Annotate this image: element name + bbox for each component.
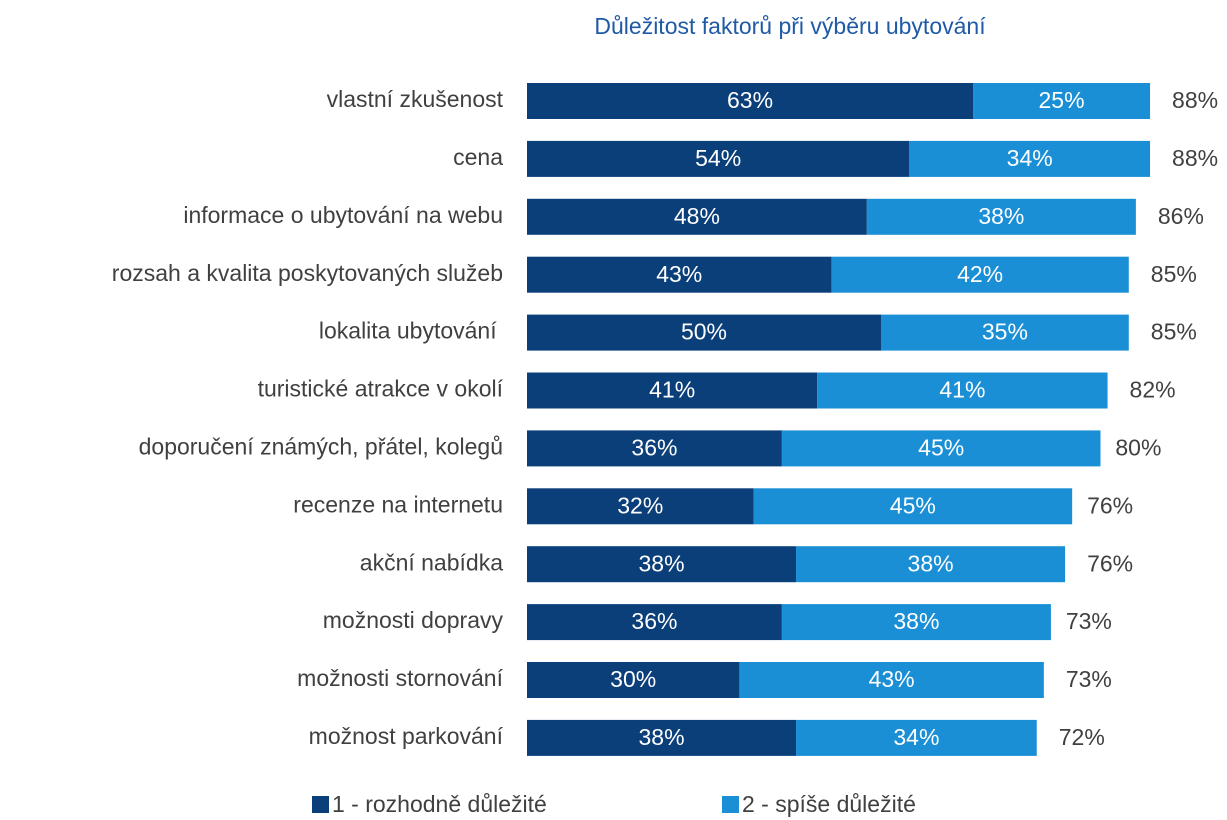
category-label: rozsah a kvalita poskytovaných služeb [112, 260, 503, 286]
legend-swatch [312, 796, 329, 813]
value-label: 41% [939, 377, 985, 403]
value-label: 32% [617, 492, 663, 518]
total-label: 82% [1130, 377, 1176, 403]
bar-segment [881, 314, 1129, 351]
bar-segment [909, 140, 1151, 177]
bar-segment [739, 662, 1044, 698]
bar-segment [527, 372, 818, 409]
value-label: 50% [681, 319, 727, 345]
category-label: možnost parkování [309, 723, 504, 749]
bar-segment [527, 488, 754, 525]
bar-segment [527, 662, 740, 698]
value-label: 45% [918, 434, 964, 460]
category-label: turistické atrakce v okolí [258, 376, 504, 402]
total-label: 73% [1066, 666, 1112, 692]
value-label: 25% [1039, 87, 1085, 113]
bar-segment [796, 719, 1037, 756]
category-label: vlastní zkušenost [327, 86, 504, 112]
value-label: 38% [908, 550, 954, 576]
value-label: 38% [638, 724, 684, 750]
bar-segment [781, 430, 1101, 467]
value-label: 34% [1007, 145, 1053, 171]
total-label: 76% [1087, 492, 1133, 518]
value-label: 45% [890, 492, 936, 518]
value-label: 43% [869, 666, 915, 692]
bar-segment [527, 198, 867, 235]
bar-segment [753, 488, 1073, 525]
category-label: lokalita ubytování [319, 318, 503, 344]
bar-segment [796, 546, 1066, 583]
bar-segment [831, 256, 1129, 293]
value-label: 38% [638, 550, 684, 576]
value-label: 38% [893, 608, 939, 634]
total-label: 85% [1151, 261, 1197, 287]
category-label: informace o ubytování na webu [183, 202, 503, 228]
category-label: možnosti stornování [297, 665, 503, 691]
value-label: 41% [649, 377, 695, 403]
total-label: 88% [1172, 145, 1218, 171]
total-label: 88% [1172, 87, 1218, 113]
bar-segment [817, 372, 1108, 409]
category-label: cena [453, 144, 503, 170]
total-label: 85% [1151, 319, 1197, 345]
value-label: 34% [893, 724, 939, 750]
bar-segment [527, 430, 782, 467]
value-label: 43% [656, 261, 702, 287]
value-label: 63% [727, 87, 773, 113]
legend-label: 1 - rozhodně důležité [332, 791, 547, 817]
bar-segment [781, 604, 1051, 641]
value-label: 38% [978, 203, 1024, 229]
total-label: 80% [1115, 434, 1161, 460]
bar-segment [527, 140, 910, 177]
total-label: 86% [1158, 203, 1204, 229]
bar-segment [527, 604, 782, 641]
total-label: 76% [1087, 550, 1133, 576]
value-label: 48% [674, 203, 720, 229]
total-label: 73% [1066, 608, 1112, 634]
bar-segment [527, 314, 881, 351]
value-label: 42% [957, 261, 1003, 287]
bar-segment [527, 719, 797, 756]
bar-segment [527, 256, 832, 293]
bar-segment [527, 546, 797, 583]
category-label: recenze na internetu [293, 491, 503, 517]
value-label: 35% [982, 319, 1028, 345]
total-label: 72% [1059, 724, 1105, 750]
bar-segment [866, 198, 1136, 235]
value-label: 30% [610, 666, 656, 692]
value-label: 36% [631, 434, 677, 460]
bar-segment [973, 83, 1151, 119]
bar-segment [527, 83, 974, 119]
chart-title: Důležitost faktorů při výběru ubytování [594, 13, 986, 39]
value-label: 36% [631, 608, 677, 634]
category-label: akční nabídka [360, 549, 503, 575]
category-label: možnosti dopravy [323, 607, 504, 633]
legend-label: 2 - spíše důležité [742, 791, 916, 817]
legend-swatch [722, 796, 739, 813]
category-label: doporučení známých, přátel, kolegů [139, 433, 503, 459]
value-label: 54% [695, 145, 741, 171]
